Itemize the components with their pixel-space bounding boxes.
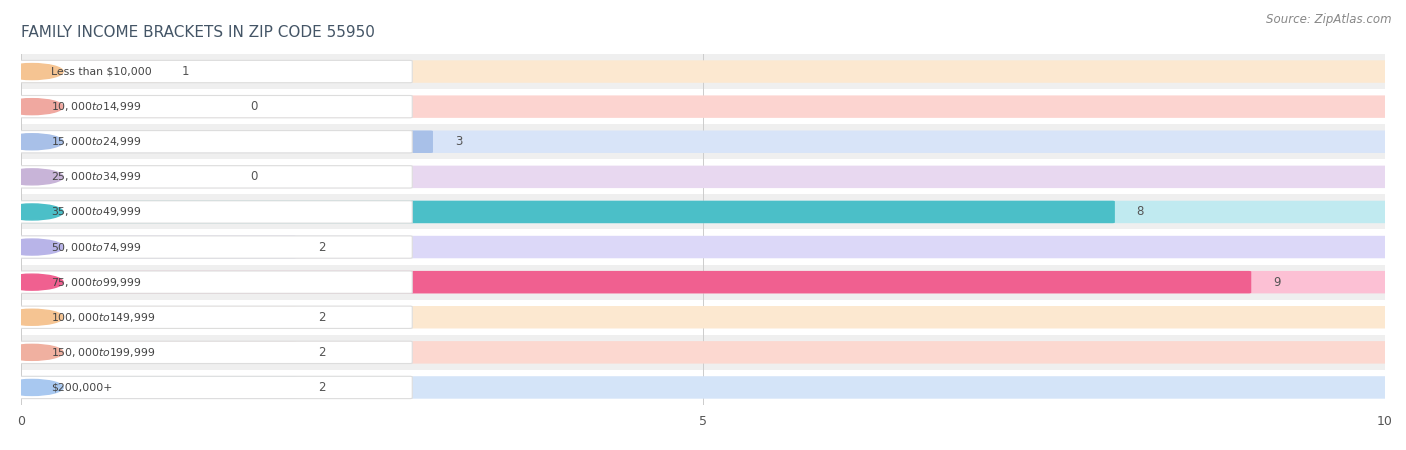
FancyBboxPatch shape [18, 376, 412, 399]
Bar [21, 335, 1385, 370]
Text: $200,000+: $200,000+ [51, 382, 112, 392]
Text: 9: 9 [1272, 276, 1281, 288]
Text: $100,000 to $149,999: $100,000 to $149,999 [51, 311, 155, 324]
Bar [21, 300, 1385, 335]
Text: $75,000 to $99,999: $75,000 to $99,999 [51, 276, 142, 288]
Circle shape [1, 344, 63, 360]
Text: 1: 1 [181, 65, 190, 78]
FancyBboxPatch shape [18, 341, 297, 364]
Circle shape [1, 63, 63, 80]
Bar [21, 89, 1385, 124]
FancyBboxPatch shape [18, 341, 1388, 364]
FancyBboxPatch shape [18, 130, 433, 153]
Bar [21, 124, 1385, 159]
Text: $25,000 to $34,999: $25,000 to $34,999 [51, 171, 142, 183]
FancyBboxPatch shape [18, 95, 412, 118]
Text: Less than $10,000: Less than $10,000 [51, 67, 152, 76]
Circle shape [1, 169, 63, 185]
FancyBboxPatch shape [18, 201, 412, 223]
FancyBboxPatch shape [18, 60, 160, 83]
FancyBboxPatch shape [18, 341, 412, 364]
Text: $150,000 to $199,999: $150,000 to $199,999 [51, 346, 155, 359]
Text: FAMILY INCOME BRACKETS IN ZIP CODE 55950: FAMILY INCOME BRACKETS IN ZIP CODE 55950 [21, 25, 375, 40]
Circle shape [1, 239, 63, 255]
FancyBboxPatch shape [18, 236, 412, 258]
FancyBboxPatch shape [18, 271, 412, 293]
Bar [21, 159, 1385, 194]
Bar [21, 265, 1385, 300]
Text: 2: 2 [318, 346, 326, 359]
Text: 0: 0 [250, 171, 257, 183]
Text: 3: 3 [454, 135, 463, 148]
FancyBboxPatch shape [18, 201, 1115, 223]
FancyBboxPatch shape [18, 95, 1388, 118]
FancyBboxPatch shape [18, 236, 297, 258]
Text: $15,000 to $24,999: $15,000 to $24,999 [51, 135, 142, 148]
Text: 2: 2 [318, 241, 326, 253]
Text: 2: 2 [318, 381, 326, 394]
FancyBboxPatch shape [18, 166, 412, 188]
FancyBboxPatch shape [18, 306, 1388, 328]
Circle shape [1, 204, 63, 220]
FancyBboxPatch shape [18, 271, 1388, 293]
Circle shape [1, 134, 63, 150]
FancyBboxPatch shape [18, 376, 1388, 399]
FancyBboxPatch shape [18, 130, 412, 153]
FancyBboxPatch shape [18, 60, 1388, 83]
Text: $10,000 to $14,999: $10,000 to $14,999 [51, 100, 142, 113]
FancyBboxPatch shape [18, 60, 412, 83]
Bar [21, 230, 1385, 265]
FancyBboxPatch shape [18, 130, 1388, 153]
FancyBboxPatch shape [18, 271, 1251, 293]
Text: 2: 2 [318, 311, 326, 324]
Text: Source: ZipAtlas.com: Source: ZipAtlas.com [1267, 14, 1392, 27]
Circle shape [1, 309, 63, 325]
Bar [21, 54, 1385, 89]
Circle shape [1, 99, 63, 115]
Text: $50,000 to $74,999: $50,000 to $74,999 [51, 241, 142, 253]
FancyBboxPatch shape [18, 376, 297, 399]
Text: 0: 0 [250, 100, 257, 113]
FancyBboxPatch shape [18, 236, 1388, 258]
Circle shape [1, 274, 63, 290]
Circle shape [1, 379, 63, 396]
Bar [21, 194, 1385, 230]
FancyBboxPatch shape [18, 306, 412, 328]
Text: 8: 8 [1136, 206, 1144, 218]
FancyBboxPatch shape [18, 201, 1388, 223]
Text: $35,000 to $49,999: $35,000 to $49,999 [51, 206, 142, 218]
FancyBboxPatch shape [18, 166, 1388, 188]
Bar [21, 370, 1385, 405]
FancyBboxPatch shape [18, 306, 297, 328]
